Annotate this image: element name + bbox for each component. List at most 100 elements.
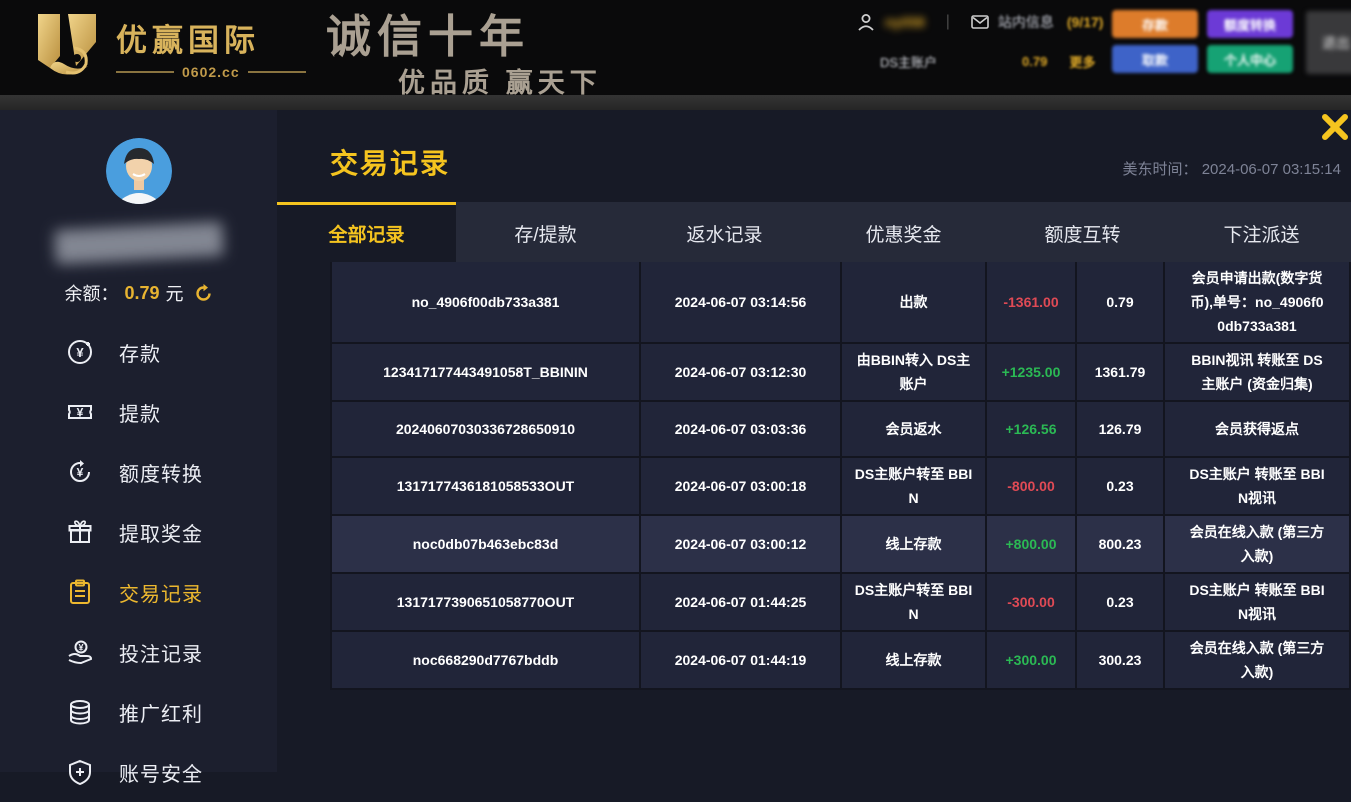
cell-note: DS主账户 转账至 BBIN视讯 [1165,574,1351,632]
main-panel: 交易记录 美东时间： 2024-06-07 03:15:14 全部记录存/提款返… [277,110,1351,772]
cell-amount: +300.00 [987,632,1077,690]
personal-center-button[interactable]: 个人中心 [1207,45,1293,73]
cell-amount: +126.56 [987,402,1077,458]
sidebar-item-0[interactable]: ¥ 存款 [0,322,277,382]
sidebar-item-label: 交易记录 [119,578,203,607]
sidebar-item-label: 推广红利 [119,698,203,727]
username-masked [54,222,224,265]
logout-button[interactable]: 退出 [1306,11,1351,74]
slogan-line1: 诚信十年 [326,0,602,65]
sidebar-item-label: 额度转换 [119,458,203,487]
cell-order: 20240607030336728650910 [330,402,641,458]
bonus-icon [67,519,93,545]
cell-amount: +1235.00 [987,344,1077,402]
cell-time: 2024-06-07 03:03:36 [641,402,842,458]
cell-type: DS主账户转至 BBIN [842,458,987,516]
header-account-row: DS主账户 0.79 更多 [880,52,1095,71]
refresh-balance-icon[interactable] [194,284,213,303]
sidebar-item-label: 提取奖金 [119,518,203,547]
page-title: 交易记录 [330,142,450,182]
balance-label: 余额： [64,280,118,306]
cell-order: 1317177390651058770OUT [330,574,641,632]
sidebar-menu: ¥存款¥提款¥额度转换提取奖金交易记录¥投注记录推广红利账号安全 [0,322,277,802]
tab-3[interactable]: 优惠奖金 [814,202,993,262]
cell-balance: 1361.79 [1077,344,1165,402]
close-icon[interactable] [1321,113,1351,143]
cell-type: 出款 [842,262,987,344]
sidebar-item-1[interactable]: ¥提款 [0,382,277,442]
avatar[interactable] [106,138,172,204]
sidebar: 余额： 0.79 元 ¥存款¥提款¥额度转换提取奖金交易记录¥投注记录推广红利账… [0,110,277,772]
svg-text:¥: ¥ [77,466,84,480]
tabs: 全部记录存/提款返水记录优惠奖金额度互转下注派送 [277,202,1351,262]
sidebar-item-7[interactable]: 账号安全 [0,742,277,802]
messages-count: (9/17) [1067,14,1104,30]
tab-1[interactable]: 存/提款 [456,202,635,262]
sidebar-item-2[interactable]: ¥ 额度转换 [0,442,277,502]
header-divider-strip [0,95,1351,110]
messages-link[interactable]: 站内信息 [998,12,1054,32]
cell-note: DS主账户 转账至 BBIN视讯 [1165,458,1351,516]
cell-note: 会员获得返点 [1165,402,1351,458]
sidebar-item-label: 投注记录 [119,638,203,667]
deposit-icon: ¥ [67,339,93,365]
svg-text:¥: ¥ [78,643,83,653]
svg-text:¥: ¥ [77,406,84,420]
username[interactable]: ny058 [885,14,925,30]
referral-icon [67,699,93,725]
header-buttons: 存款 额度转换 取款 个人中心 [1112,10,1293,73]
sidebar-item-4[interactable]: 交易记录 [0,562,277,622]
cell-time: 2024-06-07 01:44:19 [641,632,842,690]
cell-order: 1317177436181058533OUT [330,458,641,516]
server-time: 美东时间： 2024-06-07 03:15:14 [1123,158,1341,179]
sidebar-item-5[interactable]: ¥ 投注记录 [0,622,277,682]
tab-4[interactable]: 额度互转 [993,202,1172,262]
phoenix-logo-icon [30,8,104,86]
withdraw-button[interactable]: 取款 [1112,45,1198,73]
cell-time: 2024-06-07 03:14:56 [641,262,842,344]
balance-unit: 元 [166,280,184,306]
slogan-line2: 优品质 赢天下 [398,61,602,100]
security-icon [67,759,93,785]
cell-balance: 0.23 [1077,574,1165,632]
cell-amount: -800.00 [987,458,1077,516]
cell-time: 2024-06-07 01:44:25 [641,574,842,632]
deposit-button[interactable]: 存款 [1112,10,1198,38]
tab-0[interactable]: 全部记录 [277,202,456,262]
cell-time: 2024-06-07 03:12:30 [641,344,842,402]
more-link[interactable]: 更多 [1069,52,1095,71]
quota-transfer-button[interactable]: 额度转换 [1207,10,1293,38]
withdraw-icon: ¥ [67,399,93,425]
cell-note: BBIN视讯 转账至 DS主账户 (资金归集) [1165,344,1351,402]
cell-type: 线上存款 [842,516,987,574]
cell-type: 会员返水 [842,402,987,458]
cell-note: 会员在线入款 (第三方入款) [1165,632,1351,690]
top-header: 优赢国际 0602.cc 诚信十年 优品质 赢天下 ny058 | 站内信息 (… [0,0,1351,95]
sidebar-item-label: 存款 [119,338,161,367]
records-icon [67,579,93,605]
cell-amount: +800.00 [987,516,1077,574]
slogan: 诚信十年 优品质 赢天下 [326,0,602,100]
cell-note: 会员申请出款(数字货币),单号：no_4906f00db733a381 [1165,262,1351,344]
header-user-row: ny058 | 站内信息 (9/17) [856,12,1103,32]
tab-5[interactable]: 下注派送 [1172,202,1351,262]
brand-logo[interactable]: 优赢国际 0602.cc [30,8,306,86]
timezone-label: 美东时间： [1123,161,1198,178]
account-label: DS主账户 [880,52,1022,71]
svg-text:¥: ¥ [76,345,84,360]
sidebar-item-3[interactable]: 提取奖金 [0,502,277,562]
account-balance: 0.79 [1022,54,1047,69]
brand-name: 优赢国际 [116,15,306,60]
balance-value: 0.79 [124,283,159,304]
brand-domain: 0602.cc [182,64,240,80]
sidebar-item-6[interactable]: 推广红利 [0,682,277,742]
tab-2[interactable]: 返水记录 [635,202,814,262]
